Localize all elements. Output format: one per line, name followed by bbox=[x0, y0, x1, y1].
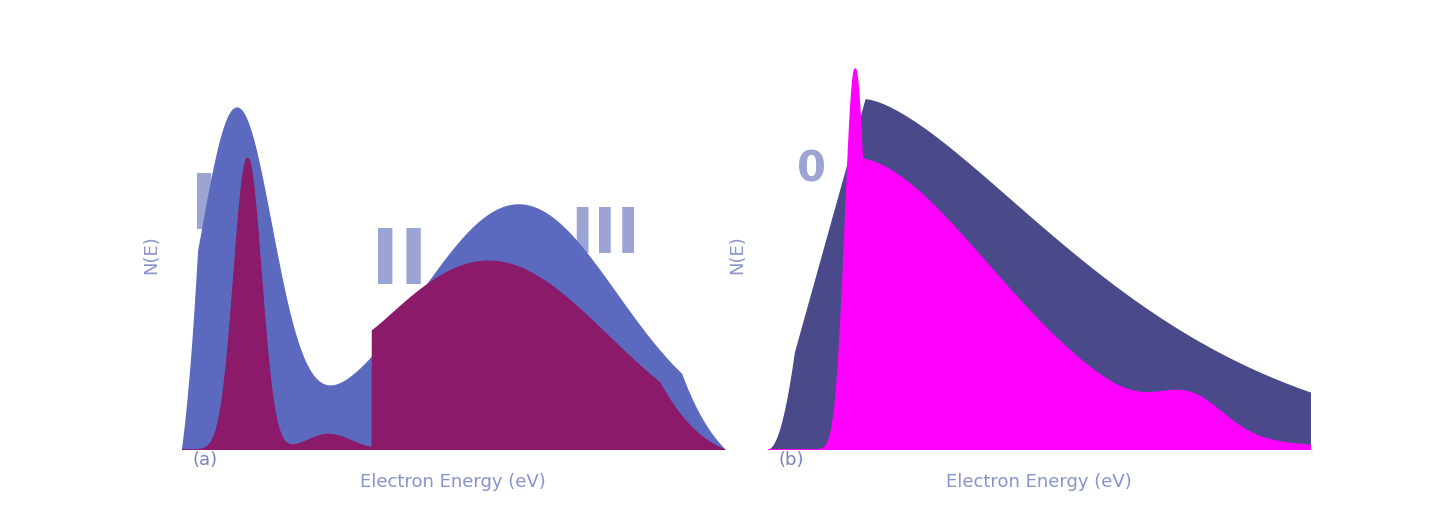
Text: (a): (a) bbox=[192, 451, 218, 469]
Text: N(E): N(E) bbox=[143, 236, 160, 274]
Text: I: I bbox=[189, 171, 218, 245]
Text: (b): (b) bbox=[779, 451, 804, 469]
Text: Electron Energy (eV): Electron Energy (eV) bbox=[946, 473, 1131, 491]
Text: 0: 0 bbox=[796, 148, 826, 190]
Text: III: III bbox=[571, 206, 641, 266]
Text: II: II bbox=[371, 226, 428, 300]
Text: N(E): N(E) bbox=[728, 236, 745, 274]
Text: Electron Energy (eV): Electron Energy (eV) bbox=[361, 473, 546, 491]
